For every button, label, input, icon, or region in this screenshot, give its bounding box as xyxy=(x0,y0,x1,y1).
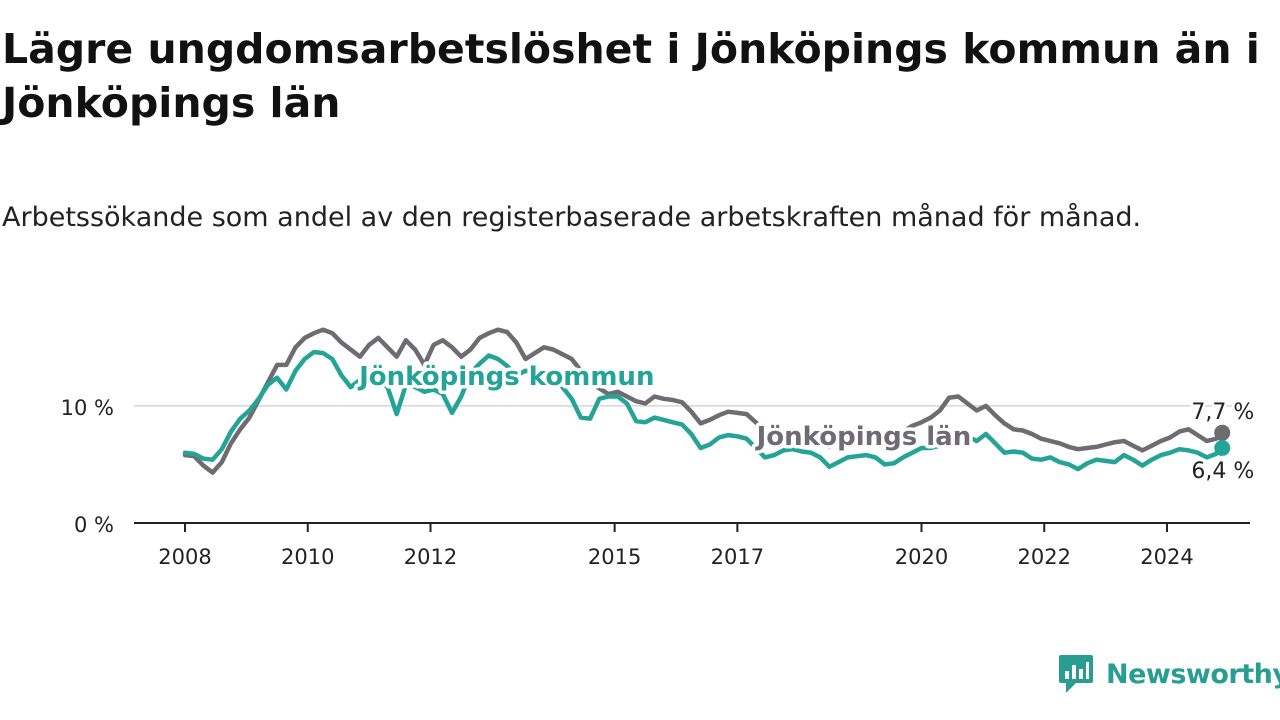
axis-layer: 0 % 10 % 2008 2010 2012 2015 2017 2020 2022 2024 xyxy=(61,396,1250,569)
series-line-0 xyxy=(182,327,1225,475)
chart-subtitle: Arbetssökande som andel av den registerb… xyxy=(2,202,1142,233)
x-tick-label: 2017 xyxy=(711,545,764,569)
label-layer: Jönköpings län Jönköpings kommun 7,7 % 6,4 … xyxy=(354,359,1257,487)
y-tick-label: 10 % xyxy=(61,396,114,420)
line-chart: 0 %10 %2008 2010 2012 2015 2017 2020 2022 2024 … xyxy=(61,327,1257,569)
x-tick-label: 2010 xyxy=(281,545,334,569)
series-end-value-1: 6,4 % xyxy=(1191,459,1254,484)
brand-logo: Newsworthy xyxy=(1058,652,1280,696)
y-tick-label: 0 % xyxy=(74,513,114,537)
series-name-label-0: Jönköpings län xyxy=(755,422,972,452)
x-tick-label: 2020 xyxy=(895,545,948,569)
x-tick-label: 2012 xyxy=(404,545,457,569)
x-tick-label: 2008 xyxy=(158,545,211,569)
series-end-value-0: 7,7 % xyxy=(1191,400,1254,425)
newsworthy-logo-icon xyxy=(1059,655,1093,693)
x-tick-label: 2022 xyxy=(1018,545,1071,569)
series-end-dot-1 xyxy=(1214,440,1231,457)
line-layer xyxy=(182,327,1231,475)
series-end-dot-0 xyxy=(1214,424,1231,441)
chart-title: Lägre ungdomsarbetslöshet i Jönköpings k… xyxy=(2,25,1260,127)
x-tick-label: 2015 xyxy=(588,545,641,569)
brand-name: Newsworthy xyxy=(1106,658,1280,690)
series-name-label-1: Jönköpings kommun xyxy=(357,362,654,392)
x-tick-label: 2024 xyxy=(1140,545,1193,569)
series-line-1 xyxy=(182,349,1225,472)
